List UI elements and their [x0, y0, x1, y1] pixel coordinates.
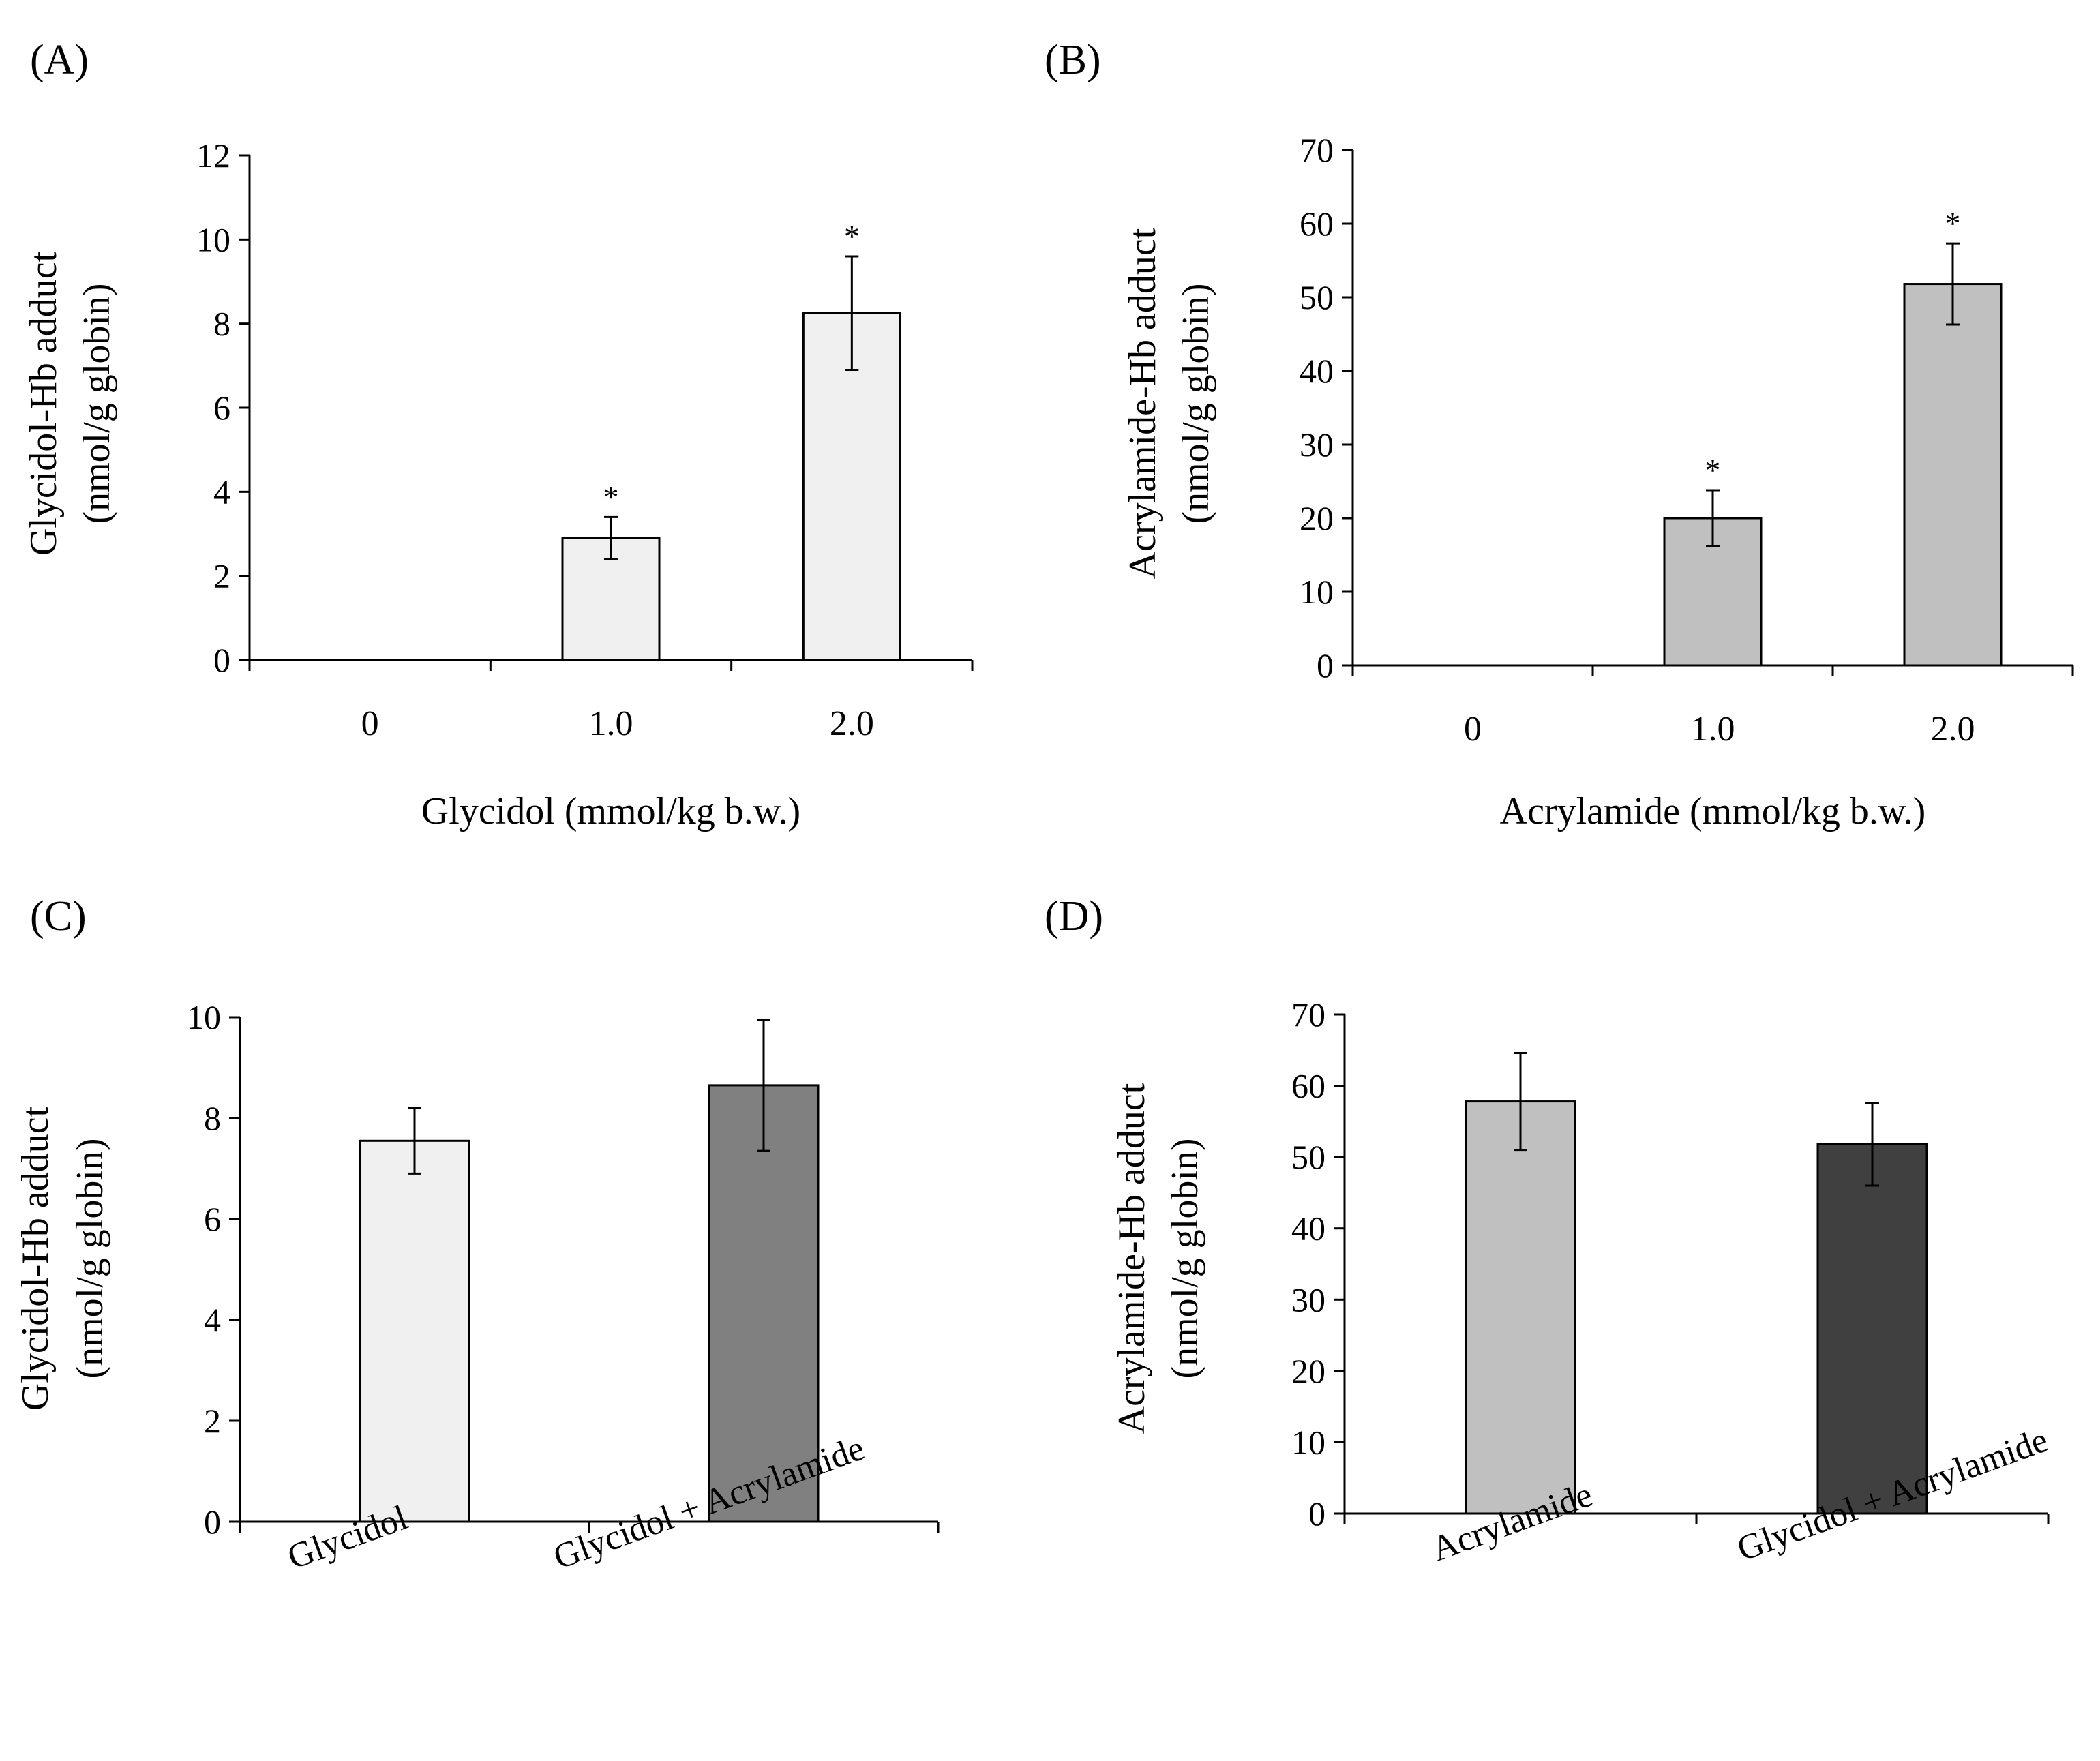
panel-label: (D) — [1045, 893, 1103, 939]
y-tick-label: 30 — [1300, 425, 1334, 464]
y-tick-label: 20 — [1291, 1352, 1325, 1390]
significance-star: * — [603, 479, 619, 514]
y-tick-label: 10 — [1300, 573, 1334, 611]
y-tick-label: 12 — [196, 136, 230, 175]
x-category-label: 0 — [1464, 710, 1482, 749]
panel-label: (A) — [30, 37, 89, 83]
y-tick-label: 0 — [213, 641, 230, 679]
y-axis-subtitle: (nmol/g globin) — [1175, 283, 1217, 524]
y-tick-label: 4 — [213, 472, 230, 511]
y-tick-label: 20 — [1300, 499, 1334, 537]
y-tick-label: 70 — [1300, 131, 1334, 169]
bar — [1816, 1143, 1928, 1515]
y-tick-label: 4 — [204, 1301, 221, 1339]
y-tick-label: 2 — [213, 557, 230, 595]
y-tick-label: 40 — [1291, 1209, 1325, 1248]
y-axis-subtitle: (nmol/g globin) — [69, 1138, 111, 1379]
y-tick-label: 30 — [1291, 1280, 1325, 1319]
y-tick-label: 0 — [204, 1503, 221, 1541]
x-category-label: Glycidol — [283, 1498, 413, 1577]
y-tick-label: 40 — [1300, 352, 1334, 390]
x-category-label: 1.0 — [589, 704, 633, 743]
significance-star: * — [1705, 453, 1721, 487]
x-axis-title: Glycidol (mmol/kg b.w.) — [421, 790, 800, 832]
x-category-label: 2.0 — [830, 704, 874, 743]
x-category-label: 1.0 — [1691, 710, 1735, 749]
bar — [802, 312, 901, 661]
y-tick-label: 0 — [1317, 646, 1334, 684]
significance-star: * — [844, 219, 860, 254]
y-tick-label: 2 — [204, 1402, 221, 1440]
x-axis-title: Acrylamide (mmol/kg b.w.) — [1500, 790, 1926, 832]
panel-d: (D) 0 10 20 30 40 50 60 70 Acrylamide-Hb adduct (n… — [1045, 893, 2053, 1569]
y-tick-label: 10 — [1291, 1423, 1325, 1461]
y-tick-label: 50 — [1300, 278, 1334, 316]
y-tick-label: 60 — [1291, 1067, 1325, 1105]
x-category-label: 0 — [361, 704, 379, 743]
bar — [561, 537, 661, 661]
panel-a: (A) 0 2 4 6 8 10 12 Glycidol-Hb adduct (nmol/g gl… — [22, 37, 974, 832]
bar — [708, 1084, 820, 1523]
y-tick-label: 10 — [196, 220, 230, 258]
y-axis-subtitle: (nmol/g globin) — [76, 283, 118, 524]
panel-label: (B) — [1045, 37, 1101, 83]
y-axis-title: Acrylamide-Hb adduct — [1122, 228, 1164, 579]
y-tick-label: 0 — [1308, 1494, 1325, 1533]
y-axis-title: Glycidol-Hb adduct — [22, 251, 65, 556]
y-axis-title: Acrylamide-Hb adduct — [1111, 1083, 1153, 1434]
y-tick-label: 6 — [204, 1200, 221, 1238]
y-tick-label: 70 — [1291, 995, 1325, 1034]
y-tick-label: 60 — [1300, 205, 1334, 243]
bar — [359, 1139, 470, 1523]
panel-label: (C) — [30, 893, 87, 939]
y-tick-label: 6 — [213, 389, 230, 427]
bar — [1903, 283, 2002, 667]
panel-b: (B) 0 10 20 30 40 50 60 70 Acrylamide-Hb adduct (n… — [1045, 37, 2074, 832]
y-axis-subtitle: (nmol/g globin) — [1164, 1138, 1206, 1379]
y-tick-label: 10 — [187, 998, 221, 1036]
significance-star: * — [1945, 206, 1961, 241]
y-tick-label: 50 — [1291, 1138, 1325, 1176]
y-tick-label: 8 — [204, 1099, 221, 1137]
y-axis-title: Glycidol-Hb adduct — [14, 1106, 57, 1411]
x-category-label: 2.0 — [1931, 710, 1975, 749]
bar — [1465, 1100, 1576, 1515]
panel-c: (C) 0 2 4 6 8 10 Glycidol-Hb adduct (nmol/g glob… — [14, 893, 940, 1577]
y-tick-label: 8 — [213, 305, 230, 343]
